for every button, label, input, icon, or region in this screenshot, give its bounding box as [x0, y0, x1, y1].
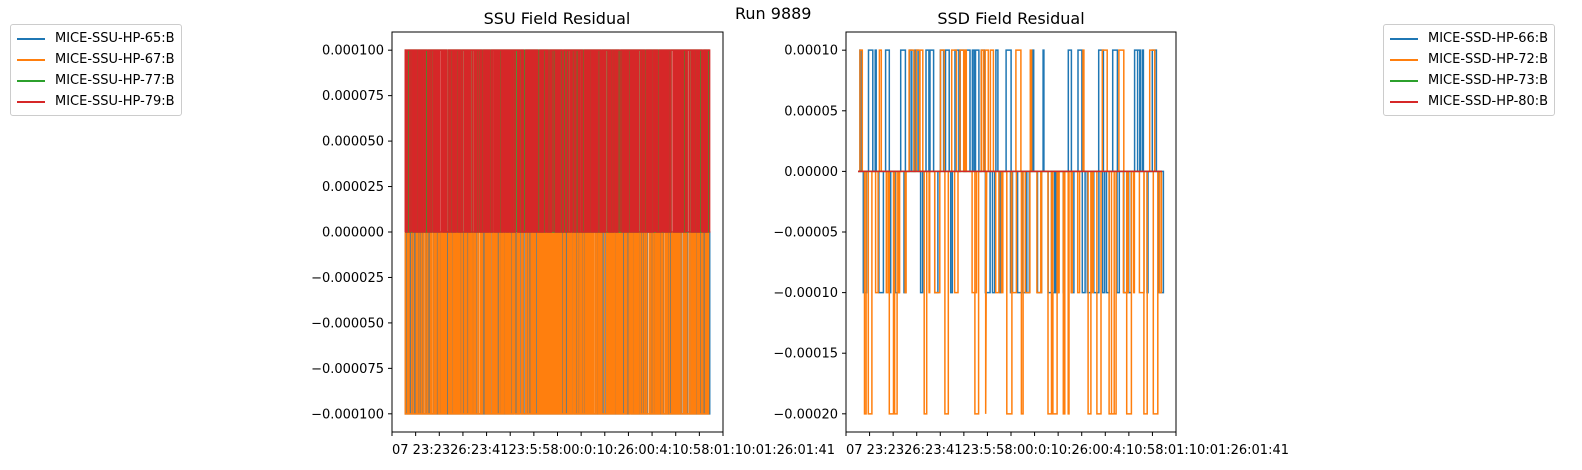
ssu-y-tick-label: 0.000075: [322, 89, 384, 104]
ssd-y-axis: 0.00010 0.00005 0.00000 −0.00005 −0.00010 −0.…: [773, 44, 1177, 436]
ssu-y-tick-label: 0.000050: [322, 135, 384, 150]
ssd-legend-item: MICE-SSD-HP-80:B: [1390, 91, 1548, 112]
ssd-plot-area: [858, 49, 1165, 415]
ssu-chart-title: SSU Field Residual: [484, 9, 631, 28]
ssd-legend-swatch: [1390, 58, 1418, 61]
ssu-y-tick-label: −0.000100: [311, 407, 384, 422]
ssu-legend-item: MICE-SSU-HP-65:B: [17, 28, 175, 49]
ssd-y-tick-label: 0.00010: [784, 44, 838, 59]
ssd-y-tick-label: −0.00005: [773, 226, 838, 241]
ssu-series-line: [404, 231, 710, 415]
ssu-plot-area: [404, 49, 711, 415]
ssu-y-axis: 0.000100 0.000075 0.000050 0.000025 0.000000…: [311, 44, 724, 436]
ssd-y-tick-label: −0.00020: [773, 407, 838, 422]
ssd-chart-title: SSD Field Residual: [937, 9, 1084, 28]
ssu-legend-label: MICE-SSU-HP-79:B: [55, 94, 175, 109]
ssd-legend-item: MICE-SSD-HP-66:B: [1390, 28, 1548, 49]
ssd-legend-label: MICE-SSD-HP-72:B: [1428, 52, 1549, 67]
ssd-legend-swatch: [1390, 79, 1418, 82]
ssu-x-tick-labels: 07 23:2326:23:4123:5:58:00:0:10:26:00:4:…: [392, 443, 835, 458]
ssu-legend-label: MICE-SSU-HP-65:B: [55, 31, 175, 46]
ssd-legend-label: MICE-SSD-HP-80:B: [1428, 94, 1549, 109]
ssd-legend-label: MICE-SSD-HP-73:B: [1428, 73, 1549, 88]
figure-suptitle: Run 9889: [735, 4, 812, 23]
ssu-legend-label: MICE-SSU-HP-67:B: [55, 52, 175, 67]
ssu-y-tick-label: 0.000100: [322, 44, 384, 59]
ssu-legend-swatch: [17, 58, 45, 61]
ssd-y-tick-label: 0.00005: [784, 104, 838, 119]
ssu-axes: SSU Field Residual 0.0001000.0000750.000…: [311, 9, 835, 458]
ssu-series-line: [404, 49, 711, 233]
ssd-legend-item: MICE-SSD-HP-73:B: [1390, 70, 1548, 91]
ssu-legend-label: MICE-SSU-HP-77:B: [55, 73, 175, 88]
ssd-axes: SSD Field Residual 0.00010 0.00005 0.00000…: [773, 9, 1289, 458]
ssd-legend-label: MICE-SSD-HP-66:B: [1428, 31, 1549, 46]
ssu-legend-swatch: [17, 79, 45, 82]
ssu-legend-item: MICE-SSU-HP-79:B: [17, 91, 175, 112]
ssu-y-tick-label: −0.000050: [311, 316, 384, 331]
ssd-y-tick-label: 0.00000: [784, 165, 838, 180]
ssu-legend-swatch: [17, 100, 45, 103]
ssu-legend-item: MICE-SSU-HP-77:B: [17, 70, 175, 91]
ssd-legend: MICE-SSD-HP-66:B MICE-SSD-HP-72:B MICE-SSD…: [1383, 24, 1556, 116]
ssd-y-tick-label: −0.00010: [773, 286, 838, 301]
ssd-series-spike: [984, 171, 988, 414]
ssd-x-tick-labels: 07 23:2326:23:4123:5:58:00:0:10:26:00:4:…: [846, 443, 1289, 458]
ssd-legend-swatch: [1390, 37, 1418, 40]
ssu-legend-item: MICE-SSU-HP-67:B: [17, 49, 175, 70]
ssd-y-tick-label: −0.00015: [773, 347, 838, 362]
ssu-y-tick-label: −0.000075: [311, 362, 384, 377]
ssu-y-tick-label: 0.000000: [322, 226, 384, 241]
ssu-legend-swatch: [17, 37, 45, 40]
ssu-y-tick-label: −0.000025: [311, 271, 384, 286]
ssu-legend: MICE-SSU-HP-65:B MICE-SSU-HP-67:B MICE-SSU…: [10, 24, 182, 116]
ssu-y-tick-label: 0.000025: [322, 180, 384, 195]
ssd-legend-swatch: [1390, 100, 1418, 103]
ssd-legend-item: MICE-SSD-HP-72:B: [1390, 49, 1548, 70]
